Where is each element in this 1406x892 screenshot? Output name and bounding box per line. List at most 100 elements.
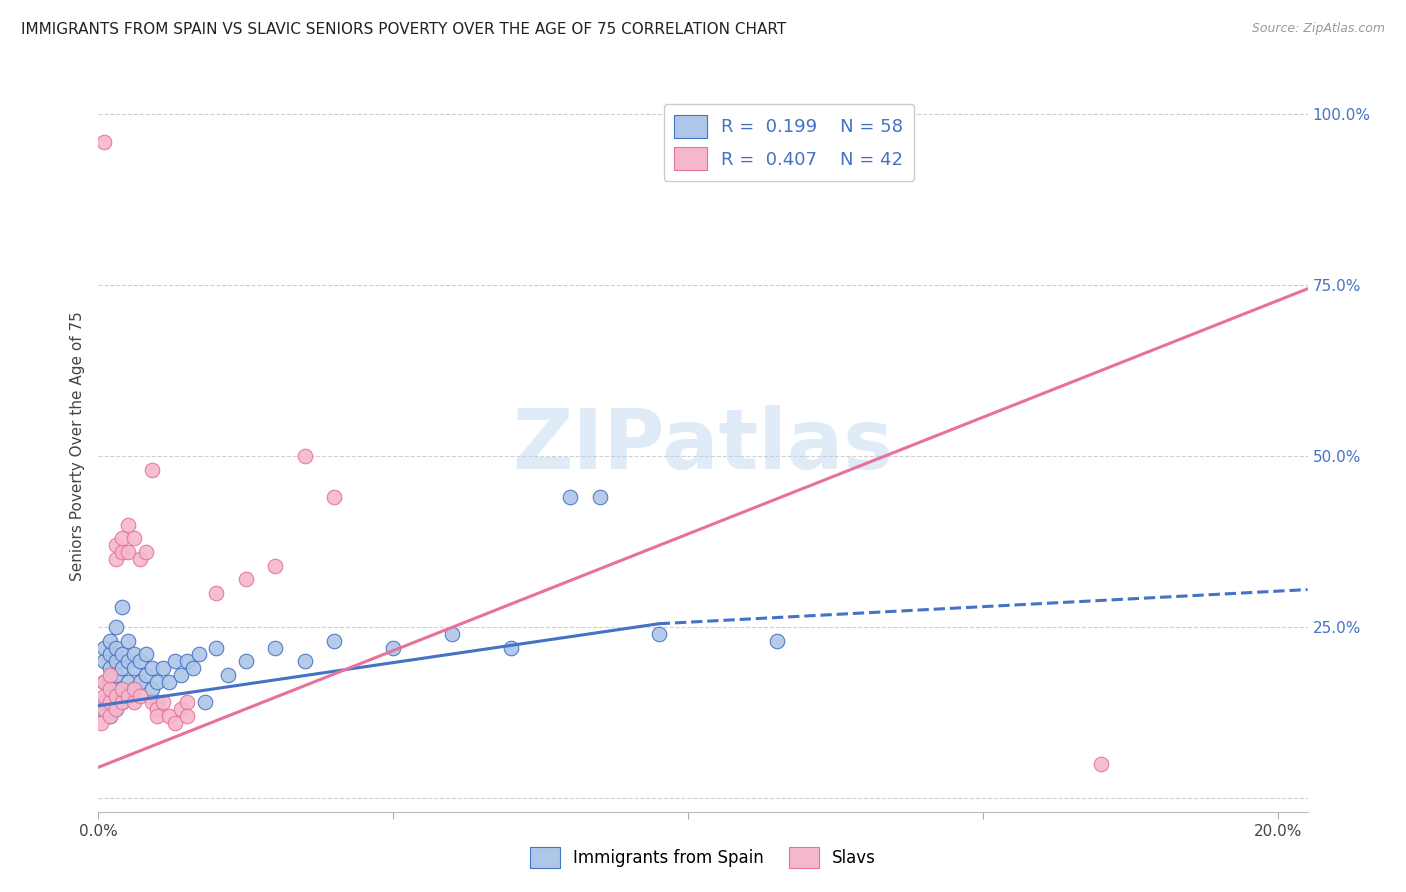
- Point: [205, 586, 228, 600]
- Point: [98, 681, 121, 696]
- Point: [105, 620, 128, 634]
- Point: [122, 681, 145, 696]
- Point: [217, 668, 239, 682]
- Point: [128, 674, 150, 689]
- Point: [1090, 756, 1112, 771]
- Point: [264, 640, 287, 655]
- Point: [98, 709, 121, 723]
- Point: [122, 695, 145, 709]
- Point: [93, 640, 115, 655]
- Point: [98, 695, 121, 709]
- Point: [135, 648, 157, 662]
- Point: [98, 674, 121, 689]
- Point: [194, 695, 217, 709]
- Point: [122, 681, 145, 696]
- Point: [135, 668, 157, 682]
- Point: [128, 551, 150, 566]
- Point: [141, 695, 163, 709]
- Point: [235, 654, 257, 668]
- Point: [152, 695, 174, 709]
- Point: [105, 538, 128, 552]
- Point: [111, 661, 134, 675]
- Text: Source: ZipAtlas.com: Source: ZipAtlas.com: [1251, 22, 1385, 36]
- Point: [105, 702, 128, 716]
- Point: [441, 627, 464, 641]
- Point: [170, 702, 193, 716]
- Y-axis label: Seniors Poverty Over the Age of 75: Seniors Poverty Over the Age of 75: [69, 311, 84, 581]
- Point: [501, 640, 523, 655]
- Text: ZIPatlas: ZIPatlas: [513, 406, 893, 486]
- Point: [648, 627, 671, 641]
- Point: [105, 689, 128, 703]
- Point: [93, 135, 115, 149]
- Point: [93, 695, 115, 709]
- Point: [165, 654, 187, 668]
- Point: [98, 661, 121, 675]
- Point: [294, 449, 316, 463]
- Point: [117, 545, 139, 559]
- Point: [105, 702, 128, 716]
- Point: [141, 661, 163, 675]
- Point: [105, 668, 128, 682]
- Point: [111, 599, 134, 614]
- Point: [111, 681, 134, 696]
- Point: [187, 648, 209, 662]
- Point: [141, 681, 163, 696]
- Legend: Immigrants from Spain, Slavs: Immigrants from Spain, Slavs: [523, 840, 883, 875]
- Point: [111, 695, 134, 709]
- Point: [93, 674, 115, 689]
- Point: [98, 648, 121, 662]
- Point: [205, 640, 228, 655]
- Point: [264, 558, 287, 573]
- Point: [141, 463, 163, 477]
- Point: [146, 674, 169, 689]
- Point: [128, 654, 150, 668]
- Point: [152, 661, 174, 675]
- Point: [294, 654, 316, 668]
- Point: [111, 545, 134, 559]
- Legend: R =  0.199    N = 58, R =  0.407    N = 42: R = 0.199 N = 58, R = 0.407 N = 42: [664, 104, 914, 181]
- Point: [157, 709, 180, 723]
- Point: [122, 531, 145, 545]
- Point: [117, 633, 139, 648]
- Point: [117, 654, 139, 668]
- Point: [105, 654, 128, 668]
- Point: [146, 695, 169, 709]
- Point: [117, 674, 139, 689]
- Point: [93, 702, 115, 716]
- Point: [105, 640, 128, 655]
- Point: [765, 633, 787, 648]
- Point: [323, 490, 346, 504]
- Text: IMMIGRANTS FROM SPAIN VS SLAVIC SENIORS POVERTY OVER THE AGE OF 75 CORRELATION C: IMMIGRANTS FROM SPAIN VS SLAVIC SENIORS …: [21, 22, 786, 37]
- Point: [98, 709, 121, 723]
- Point: [90, 702, 112, 716]
- Point: [93, 654, 115, 668]
- Point: [117, 689, 139, 703]
- Point: [111, 531, 134, 545]
- Point: [146, 709, 169, 723]
- Point: [93, 689, 115, 703]
- Point: [176, 654, 198, 668]
- Point: [98, 633, 121, 648]
- Point: [105, 551, 128, 566]
- Point: [181, 661, 204, 675]
- Point: [105, 689, 128, 703]
- Point: [117, 689, 139, 703]
- Point: [176, 695, 198, 709]
- Point: [589, 490, 612, 504]
- Point: [98, 695, 121, 709]
- Point: [323, 633, 346, 648]
- Point: [165, 715, 187, 730]
- Point: [111, 648, 134, 662]
- Point: [93, 674, 115, 689]
- Point: [382, 640, 405, 655]
- Point: [170, 668, 193, 682]
- Point: [111, 681, 134, 696]
- Point: [90, 715, 112, 730]
- Point: [176, 709, 198, 723]
- Point: [122, 648, 145, 662]
- Point: [111, 695, 134, 709]
- Point: [157, 674, 180, 689]
- Point: [235, 572, 257, 586]
- Point: [560, 490, 582, 504]
